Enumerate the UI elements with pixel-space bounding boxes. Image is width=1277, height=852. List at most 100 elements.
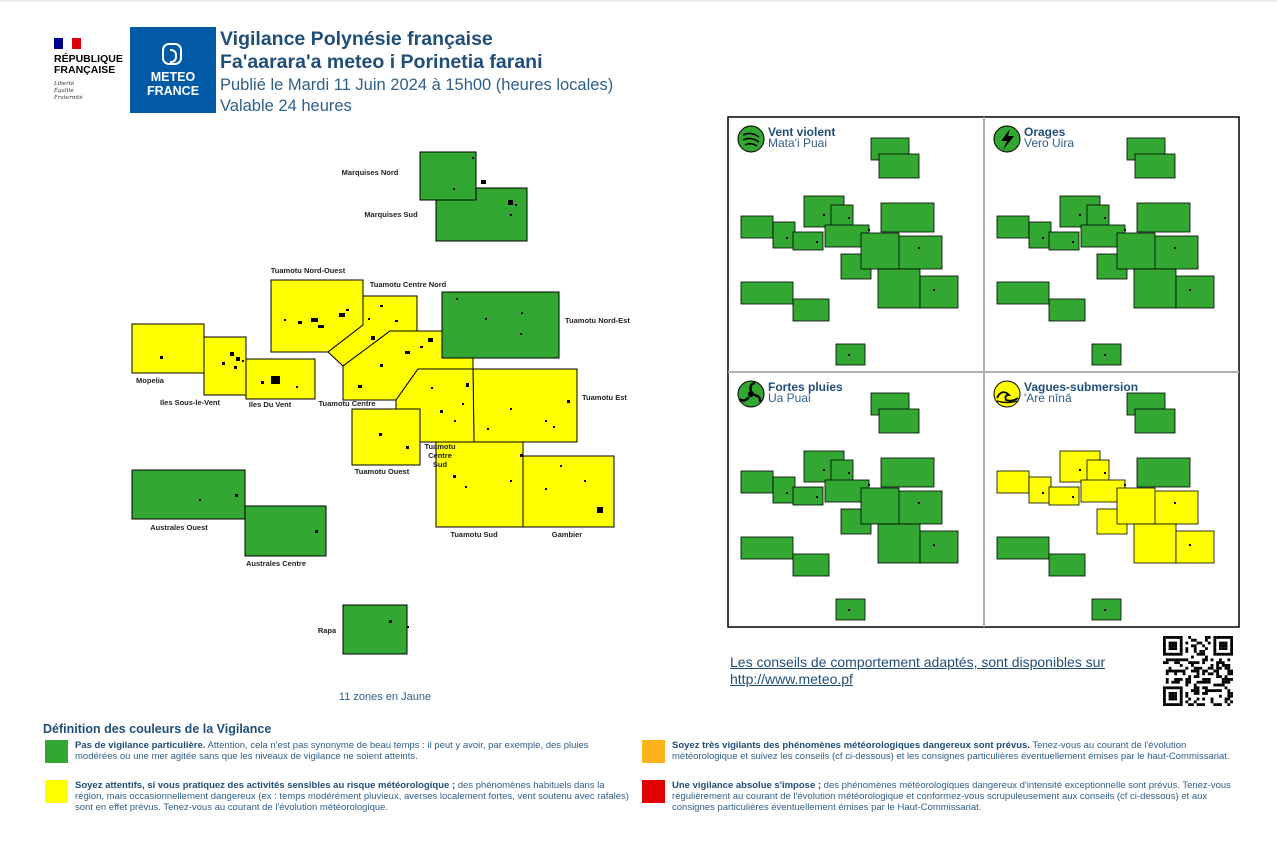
island-mark (298, 321, 302, 324)
zone-label-tuamotu-nord-est: Tuamotu Nord-Est (565, 316, 630, 325)
legend-swatch-red (642, 780, 665, 803)
zone-label-mopelia: Mopelia (136, 376, 165, 385)
island-mark (786, 237, 788, 239)
island-mark (933, 289, 935, 291)
meteo-france-logo: METEO FRANCE (130, 27, 216, 113)
island-mark (431, 387, 433, 389)
legend-desc-orange: Tenez-vous au courant de l'évolution mét… (672, 740, 1230, 762)
zone-label-marquises-sud: Marquises Sud (364, 210, 418, 219)
mini-zone-iles-sous-le-vent (1028, 221, 1052, 249)
zone-label-tuamotu-ouest: Tuamotu Ouest (355, 467, 410, 476)
zone-iles-du-vent[interactable] (245, 358, 316, 400)
island-mark (848, 609, 850, 611)
island-mark (222, 362, 225, 365)
mini-zone-iles-sous-le-vent (772, 476, 796, 504)
island-mark (234, 366, 237, 369)
island-mark (510, 408, 512, 410)
legend-bold-orange: Soyez très vigilants des phénomènes mété… (672, 740, 1030, 751)
heavy-rain-icon (737, 380, 765, 408)
qr-code[interactable] (1163, 636, 1233, 706)
mini-zone-gambier (919, 275, 959, 309)
mini-zone-tuamotu-est (1151, 490, 1199, 525)
mini-zone-tuamotu-sud (1133, 268, 1177, 309)
zone-gambier[interactable] (522, 455, 615, 528)
republique-francaise-text: RÉPUBLIQUE FRANÇAISE (54, 53, 123, 76)
mini-zone-tuamotu-centre-sud (1116, 487, 1156, 525)
mini-zone-tuamotu-nord-est (880, 457, 935, 488)
mini-zone-rapa (835, 343, 866, 366)
island-mark (816, 241, 818, 243)
phenomenon-title-orages: Orages (1024, 125, 1066, 139)
zone-tuamotu-centre[interactable] (342, 330, 474, 401)
mini-zone-iles-du-vent (792, 231, 824, 251)
island-mark (868, 229, 870, 231)
island-mark (567, 400, 570, 403)
mini-zone-tuamotu-sud (877, 523, 921, 564)
legend-swatch-yellow (45, 780, 68, 803)
island-mark (918, 502, 920, 504)
island-mark (311, 318, 318, 322)
island-mark (420, 346, 423, 348)
validity-period: Valable 24 heures (220, 97, 352, 115)
island-mark (520, 333, 522, 335)
island-mark (339, 313, 345, 317)
island-mark (521, 312, 523, 314)
island-mark (380, 305, 383, 307)
published-date: Publié le Mardi 11 Juin 2024 à 15h00 (he… (220, 76, 614, 94)
island-mark (510, 480, 512, 482)
zone-marquises-nord[interactable] (419, 151, 477, 201)
zone-iles-sous-le-vent[interactable] (203, 336, 247, 396)
mini-zone-marquises-sud (878, 153, 920, 179)
zone-tuamotu-ouest[interactable] (351, 408, 421, 466)
island-mark (848, 217, 850, 219)
mini-zone-australes-ouest (996, 536, 1050, 560)
island-mark (284, 319, 286, 321)
mini-zone-australes-centre (792, 298, 830, 322)
mini-zone-australes-centre (1048, 298, 1086, 322)
legend-swatch-orange (642, 740, 665, 763)
mini-zone-tuamotu-est (895, 490, 943, 525)
island-mark (407, 626, 409, 628)
zone-tuamotu-est[interactable] (472, 368, 578, 443)
island-mark (271, 376, 280, 384)
french-flag-icon (54, 38, 81, 49)
island-mark (160, 356, 163, 359)
wind-icon (737, 125, 765, 153)
island-mark (1042, 237, 1044, 239)
mini-zone-iles-du-vent (1048, 231, 1080, 251)
page-title: Vigilance Polynésie française (220, 28, 493, 50)
zone-marquises-sud[interactable] (435, 187, 528, 242)
zone-rapa[interactable] (342, 604, 408, 655)
island-mark (465, 486, 467, 488)
island-mark (1072, 241, 1074, 243)
island-mark (918, 247, 920, 249)
zone-label-rapa: Rapa (318, 626, 337, 635)
legend-item-green: Pas de vigilance particulière. Attention… (45, 740, 620, 776)
island-mark (1079, 469, 1081, 471)
island-mark (481, 180, 486, 184)
zone-mopelia[interactable] (131, 323, 205, 374)
island-mark (453, 188, 455, 190)
mini-zone-mopelia (996, 470, 1030, 494)
island-mark (786, 492, 788, 494)
legend-text-green: Pas de vigilance particulière. Attention… (75, 740, 620, 762)
legend-bold-red: Une vigilance absolue s'impose ; (672, 780, 822, 791)
zone-count: 11 zones en Jaune (338, 691, 432, 703)
island-mark (358, 385, 362, 388)
island-mark (1042, 492, 1044, 494)
advice-url[interactable]: http://www.meteo.pf (730, 671, 853, 687)
advice-link[interactable]: Les conseils de comportement adaptés, so… (730, 654, 1150, 688)
mini-zone-australes-ouest (996, 281, 1050, 305)
zone-label-australes-centre: Australes Centre (246, 559, 306, 568)
zone-australes-ouest[interactable] (131, 469, 246, 520)
island-mark (823, 214, 825, 216)
island-mark (1072, 496, 1074, 498)
zone-tuamotu-nord-est[interactable] (441, 291, 560, 359)
zone-australes-centre[interactable] (244, 505, 327, 557)
mini-zone-mopelia (740, 470, 774, 494)
advice-text[interactable]: Les conseils de comportement adaptés, so… (730, 654, 1106, 670)
island-mark (868, 484, 870, 486)
island-mark (236, 357, 240, 361)
